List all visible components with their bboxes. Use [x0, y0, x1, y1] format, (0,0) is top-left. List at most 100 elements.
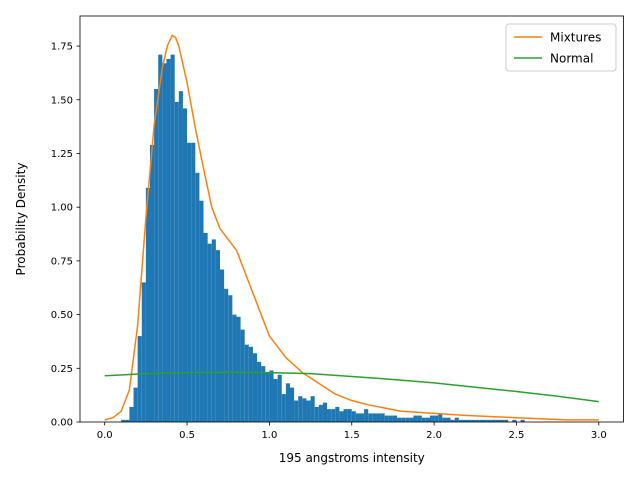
histogram-bar [475, 419, 480, 422]
histogram-bar [512, 419, 517, 422]
histogram-bar [178, 91, 183, 423]
histogram-bar [388, 415, 393, 422]
legend: Mixtures Normal [505, 23, 617, 72]
y-tick-label: 1.25 [51, 149, 73, 160]
histogram-bar [421, 417, 426, 422]
x-axis-ticks: 0.0 0.5 1.0 1.5 2.0 2.5 3.0 [97, 422, 607, 441]
histogram-bar [302, 398, 307, 422]
histogram-bar [158, 54, 163, 423]
histogram-bar [191, 142, 196, 423]
histogram-bar [228, 295, 233, 422]
histogram-bar [125, 419, 130, 422]
histogram-bar [195, 172, 200, 422]
histogram-bar [314, 406, 319, 422]
histogram-bar [491, 419, 496, 422]
y-tick-label: 0.00 [51, 418, 73, 429]
histogram-bar [359, 413, 365, 422]
histogram-bar [355, 413, 360, 422]
histogram-bar [306, 400, 311, 422]
histogram-bar [170, 54, 175, 423]
histogram-bar [438, 413, 443, 422]
histogram-bar [162, 63, 167, 423]
histogram-bar [429, 415, 435, 422]
histogram-bar [331, 409, 336, 422]
histogram-bar [487, 419, 492, 422]
legend-label-normal: Normal [550, 52, 593, 66]
histogram-bar [203, 232, 208, 422]
histogram-bar [351, 411, 356, 422]
y-axis-ticks: 0.00 0.25 0.50 0.75 1.00 1.25 1.50 1.75 [51, 42, 80, 429]
histogram-bar [372, 413, 377, 422]
histogram-bar [343, 409, 348, 422]
y-tick-label: 1.50 [51, 95, 73, 106]
x-tick-label: 0.5 [179, 430, 195, 441]
histogram-bar [187, 142, 192, 423]
histogram-bar [244, 344, 249, 422]
histogram-bar [215, 250, 220, 422]
y-tick-label: 1.75 [51, 42, 73, 53]
histogram-bar [335, 406, 340, 422]
histogram-bar [154, 89, 159, 422]
histogram-bar [277, 374, 282, 422]
histogram-bar [384, 415, 389, 422]
histogram-bar [392, 415, 398, 422]
histogram-bar [467, 419, 472, 422]
histogram-bar [413, 415, 418, 422]
y-tick-label: 0.25 [51, 364, 73, 375]
histogram-bar [339, 411, 344, 422]
histogram-bar [285, 383, 290, 422]
histogram-bar [294, 400, 299, 422]
series-line-mixtures [104, 34, 599, 421]
histogram-bars [121, 54, 525, 423]
y-tick-label: 0.75 [51, 256, 73, 267]
histogram-bar [425, 417, 430, 422]
histogram-bar [211, 239, 216, 422]
histogram-bar [318, 404, 323, 422]
histogram-bar [364, 409, 369, 422]
x-axis-label: 195 angstroms intensity [279, 451, 425, 465]
histogram-bar [240, 329, 245, 422]
histogram-bar [182, 108, 188, 423]
histogram-bar [207, 243, 212, 422]
histogram-bar [479, 419, 484, 422]
histogram-bar [405, 417, 410, 422]
histogram-bar [232, 314, 237, 422]
histogram-bar [137, 336, 142, 422]
fit-lines [104, 34, 599, 421]
histogram-bar [471, 419, 476, 422]
histogram-bar [265, 372, 270, 422]
x-tick-label: 3.0 [591, 430, 607, 441]
y-tick-label: 1.00 [51, 203, 73, 214]
histogram-bar [121, 419, 126, 422]
series-line-normal [104, 371, 599, 403]
x-tick-label: 0.0 [97, 430, 113, 441]
histogram-bar [376, 413, 381, 422]
histogram-bar [417, 415, 422, 422]
histogram-bar [347, 409, 352, 422]
histogram-bar [141, 282, 146, 422]
histogram-bar [450, 419, 455, 422]
x-tick-label: 2.0 [426, 430, 442, 441]
legend-box [505, 23, 617, 72]
histogram-bar [261, 366, 266, 422]
histogram-bar [199, 200, 204, 422]
histogram-bar [129, 406, 134, 422]
y-tick-label: 0.50 [51, 310, 73, 321]
histogram-bar [454, 417, 459, 422]
x-tick-label: 2.5 [508, 430, 524, 441]
histogram-bar [219, 269, 225, 422]
histogram-bar [458, 419, 463, 422]
histogram-bar [401, 417, 406, 422]
histogram-bar [149, 144, 155, 422]
x-tick-label: 1.0 [261, 430, 277, 441]
y-axis-label: Probability Density [14, 163, 28, 276]
histogram-bar [483, 419, 488, 422]
histogram-bar [322, 402, 328, 422]
histogram-bar [310, 396, 315, 422]
histogram-bar [248, 346, 253, 422]
histogram-bar [252, 353, 258, 422]
histogram-bar [269, 370, 274, 422]
histogram-bar [499, 419, 505, 422]
histogram-bar [446, 417, 451, 422]
